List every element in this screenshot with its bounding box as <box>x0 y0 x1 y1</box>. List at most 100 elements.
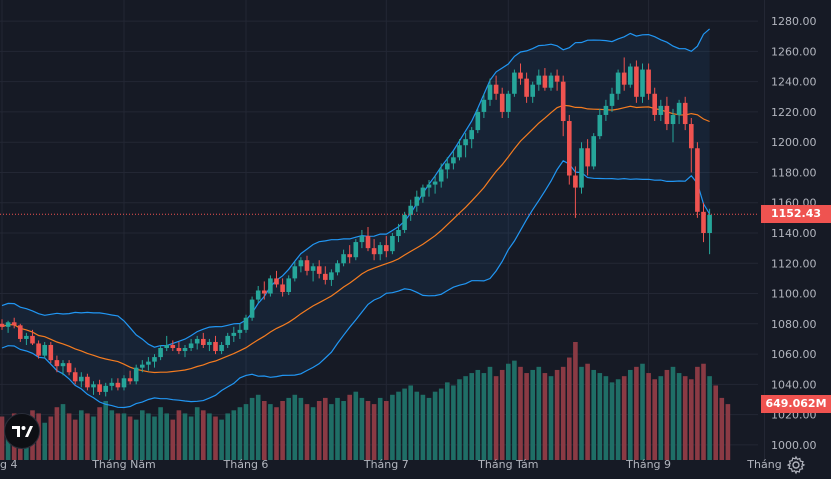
candle-body <box>5 322 11 327</box>
volume-bar <box>628 369 633 460</box>
volume-bar <box>713 385 718 460</box>
candle-body <box>36 343 41 356</box>
candle-body <box>292 266 298 279</box>
candle-body <box>243 317 249 330</box>
settings-gear-icon[interactable] <box>786 455 806 475</box>
volume-bar <box>402 388 407 460</box>
candle-body <box>274 278 279 285</box>
candle-body <box>158 348 163 358</box>
volume-bar <box>103 401 108 460</box>
candle-body <box>194 338 200 344</box>
volume-bar <box>127 416 133 460</box>
volume-bar <box>615 379 621 460</box>
volume-bar <box>91 416 96 460</box>
volume-bar <box>530 369 535 460</box>
candle-body <box>91 384 96 388</box>
candle-body <box>621 72 627 85</box>
candle-body <box>402 214 407 230</box>
tradingview-logo-icon[interactable] <box>4 413 40 449</box>
candle-body <box>658 105 664 115</box>
volume-bar <box>493 376 499 460</box>
candle-body <box>249 299 255 318</box>
volume-bar <box>201 410 206 460</box>
volume-bar <box>384 401 389 460</box>
volume-bar <box>133 419 139 460</box>
candle-body <box>237 329 243 333</box>
candle-body <box>133 367 139 382</box>
candle-body <box>152 357 157 362</box>
volume-bar <box>219 419 224 460</box>
candle-body <box>24 335 29 339</box>
volume-bar <box>682 376 688 460</box>
volume-bar <box>225 413 230 460</box>
volume-bar <box>585 363 590 460</box>
candle-body <box>560 81 566 122</box>
volume-bar <box>408 385 413 460</box>
candle-body <box>323 273 328 280</box>
volume-bar <box>536 366 542 460</box>
candle-body <box>469 130 474 140</box>
candle-body <box>18 325 23 339</box>
volume-bar <box>292 394 298 460</box>
volume-bar <box>286 397 291 460</box>
volume-bar <box>567 357 572 460</box>
volume-bar <box>243 404 249 460</box>
candle-body <box>127 378 133 382</box>
volume-bar <box>48 416 54 460</box>
volume-bar <box>164 413 169 460</box>
volume-bar <box>652 379 657 460</box>
candle-body <box>640 69 645 97</box>
volume-bar <box>512 360 517 460</box>
candle-body <box>268 278 273 294</box>
candle-body <box>524 78 529 97</box>
volume-bar <box>66 413 72 460</box>
candle-body <box>707 214 712 233</box>
volume-bar <box>182 413 188 460</box>
volume-bar <box>347 394 352 460</box>
candle-body <box>445 163 450 170</box>
time-tick-label: Tháng 9 <box>625 458 671 471</box>
volume-bar <box>548 376 554 460</box>
volume-bar <box>146 413 151 460</box>
time-tick-label: Tháng Năm <box>91 458 156 471</box>
candle-body <box>695 148 700 212</box>
candle-body <box>682 102 688 125</box>
candle-body <box>689 124 694 149</box>
price-tick-label: 1060.00 <box>771 348 817 361</box>
candle-body <box>499 93 505 112</box>
volume-bar <box>280 401 285 460</box>
volume-bar <box>518 366 523 460</box>
volume-bar <box>176 410 182 460</box>
price-tick-label: 1180.00 <box>771 166 817 179</box>
candle-body <box>664 105 670 125</box>
volume-bar <box>298 397 304 460</box>
volume-bar <box>359 397 365 460</box>
candle-body <box>262 290 267 294</box>
volume-bar <box>274 407 279 460</box>
candle-body <box>518 72 523 79</box>
candle-body <box>591 136 596 167</box>
candle-body <box>493 84 499 94</box>
candle-body <box>457 145 462 158</box>
candle-body <box>536 75 542 85</box>
time-tick-label: Tháng 7 <box>363 458 409 471</box>
volume-bar <box>499 369 505 460</box>
price-tick-label: 1260.00 <box>771 45 817 58</box>
volume-bar <box>310 407 316 460</box>
volume-bar <box>188 416 194 460</box>
candle-body <box>377 245 383 255</box>
volume-bar <box>79 410 84 460</box>
candle-body <box>30 335 35 344</box>
volume-bar <box>237 407 243 460</box>
volume-bar <box>707 376 712 460</box>
volume-bar <box>249 397 255 460</box>
time-tick-label: Tháng Tám <box>477 458 538 471</box>
candle-body <box>463 139 468 146</box>
candle-body <box>225 335 230 345</box>
volume-bar <box>213 416 218 460</box>
volume-bar <box>670 366 676 460</box>
candlesticks <box>0 57 712 397</box>
candle-body <box>359 236 365 243</box>
volume-bar <box>390 394 395 460</box>
